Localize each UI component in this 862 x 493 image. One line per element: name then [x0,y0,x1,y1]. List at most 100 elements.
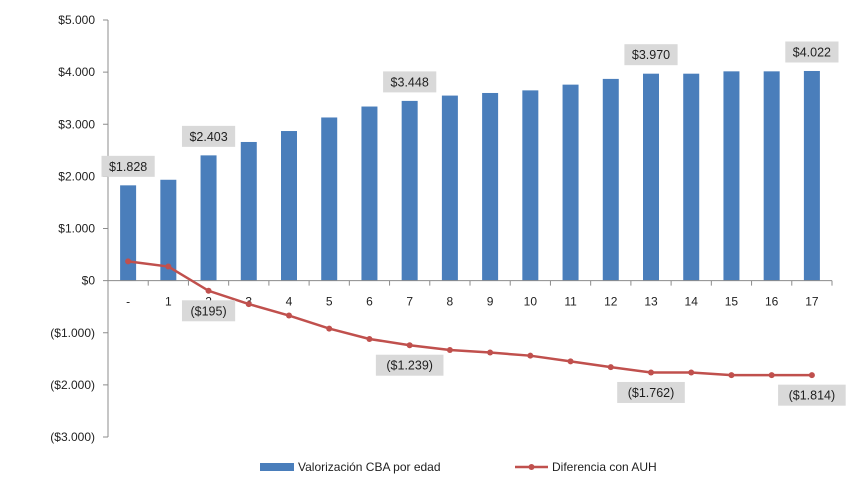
data-label-box [181,300,236,322]
bar [803,70,820,281]
legend: Valorización CBA por edad Diferencia con … [260,460,657,474]
y-tick-label: $3.000 [58,117,95,131]
x-tick-label: 14 [685,295,699,309]
bar [160,179,177,281]
x-tick-label: 4 [286,295,293,309]
line-point [487,349,494,356]
data-label-box [617,381,685,403]
data-label-text: $3.970 [632,48,670,62]
line-series [125,258,815,379]
data-labels: $1.828 $2.403 $3.448 $3.970 $4.022 ($195) ($1.… [101,41,846,406]
line-point [165,263,172,270]
line-path [127,260,812,377]
bar [441,95,458,281]
line-point [688,369,695,376]
x-tick-label: 16 [765,295,779,309]
data-label-text: $3.448 [391,75,429,89]
line-point [567,358,574,365]
y-tick-label: $0 [82,274,96,288]
line-point [648,369,654,376]
legend-swatch-marker [528,464,535,470]
x-tick-label: 5 [326,295,333,309]
y-tick-label: $5.000 [58,13,95,27]
x-tick-label: 11 [564,295,577,309]
y-axis: $5.000 $4.000 $3.000 $2.000 $1.000 $0 ($1.000)… [50,13,109,444]
data-label: $3.448 [383,71,437,93]
line-point [607,364,614,371]
data-label: ($1.239) [375,354,444,376]
bar [361,106,378,281]
x-tick-label: - [126,295,130,309]
line-point [808,372,815,379]
data-label-text: ($1.239) [386,359,433,373]
y-tick-label: $4.000 [58,65,95,79]
line-point [406,342,413,349]
line-point [326,325,333,332]
data-label-box [181,125,236,147]
y-tick-label: $1.000 [58,222,95,236]
data-label: ($195) [181,300,236,322]
y-tick-label: ($1.000) [50,326,95,340]
data-label: $1.828 [101,155,155,177]
data-label-box [101,155,155,177]
line-point [125,258,132,265]
legend-label-bars: Valorización CBA por edad [298,460,441,474]
legend-label-line: Diferencia con AUH [552,460,657,474]
data-label: ($1.762) [617,381,685,403]
line-point [527,352,534,359]
x-tick-label: 10 [524,295,538,309]
bar [321,117,338,281]
line-point [205,287,212,294]
data-label-text: $4.022 [793,45,831,59]
bar [120,185,137,281]
bar [643,73,659,281]
data-label-box [624,44,678,66]
line-point [366,336,373,343]
x-tick-label: 13 [644,295,658,309]
data-label-text: ($195) [190,304,226,318]
line-point [728,372,735,379]
y-tick-label: ($2.000) [50,378,95,392]
data-label: ($1.814) [778,384,846,406]
bar [562,84,579,281]
bar-series [120,70,820,281]
x-tick-label: 6 [366,295,373,309]
x-axis: -1234567891011121314151617 [107,280,833,309]
x-tick-label: 9 [487,295,494,309]
bar [683,73,700,281]
line-point [286,312,292,319]
data-label-box [375,354,444,376]
data-label-text: $1.828 [109,160,147,174]
data-label-box [785,41,839,63]
bar [401,100,418,281]
bar [482,92,499,281]
data-label-text: ($1.762) [628,386,675,400]
data-label-text: $2.403 [189,130,227,144]
data-label: $4.022 [785,41,839,63]
data-label-text: ($1.814) [789,389,836,403]
line-point [768,372,775,379]
data-label: $3.970 [624,44,678,66]
bar [200,155,217,281]
bar [240,141,257,281]
bar [522,90,539,281]
bar [281,131,297,281]
line-point [446,346,453,353]
bar [602,78,619,281]
x-tick-label: 7 [406,295,413,309]
bar [763,71,780,281]
x-tick-label: 1 [165,295,172,309]
y-tick-label: $2.000 [58,169,95,183]
x-tick-label: 8 [447,295,454,309]
legend-swatch-bars [260,463,294,471]
line-point [245,301,252,308]
bar [723,71,740,281]
y-tick-label: ($3.000) [50,430,95,444]
x-tick-label: 17 [805,295,819,309]
x-tick-label: 15 [725,295,739,309]
data-label: $2.403 [181,125,236,147]
data-label-box [383,71,437,93]
x-tick-label: 12 [604,295,618,309]
data-label-box [778,384,846,406]
